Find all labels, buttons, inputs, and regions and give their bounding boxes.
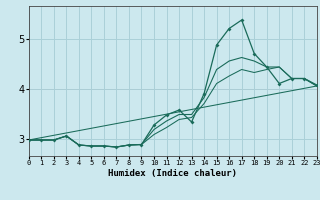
X-axis label: Humidex (Indice chaleur): Humidex (Indice chaleur) bbox=[108, 169, 237, 178]
